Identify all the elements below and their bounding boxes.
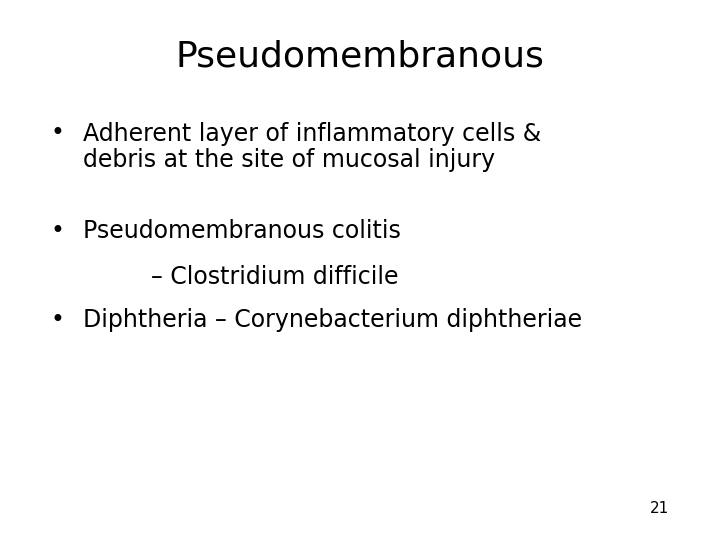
Text: Diphtheria – Corynebacterium diphtheriae: Diphtheria – Corynebacterium diphtheriae (83, 308, 582, 332)
Text: •: • (50, 308, 64, 332)
Text: Pseudomembranous colitis: Pseudomembranous colitis (83, 219, 400, 242)
Text: Adherent layer of inflammatory cells &: Adherent layer of inflammatory cells & (83, 122, 541, 145)
Text: Pseudomembranous: Pseudomembranous (176, 40, 544, 73)
Text: – Clostridium difficile: – Clostridium difficile (151, 265, 399, 288)
Text: 21: 21 (650, 501, 670, 516)
Text: debris at the site of mucosal injury: debris at the site of mucosal injury (83, 148, 495, 172)
Text: •: • (50, 122, 64, 145)
Text: •: • (50, 219, 64, 242)
